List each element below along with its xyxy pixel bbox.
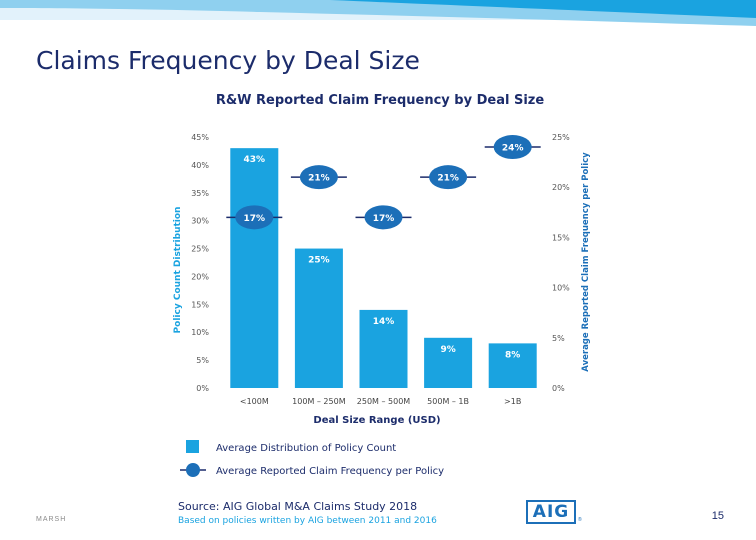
bar-data-labels: 43% 25% 14% 9% 8% <box>244 155 521 360</box>
marker-point <box>493 135 532 160</box>
y2-axis-label: Average Reported Claim Frequency per Pol… <box>581 152 591 372</box>
bar-data-label: 25% <box>308 256 330 266</box>
right-axis-tick-label: 15% <box>552 233 570 242</box>
marker-data-label: 24% <box>502 144 524 154</box>
x-axis-label: Deal Size Range (USD) <box>313 415 440 426</box>
header-wave-band <box>0 0 756 36</box>
left-axis-tick-label: 45% <box>191 133 209 142</box>
page-number: 15 <box>711 510 724 522</box>
aig-registered-mark: ® <box>578 517 582 523</box>
x-axis-tick-label: 500M – 1B <box>427 397 469 406</box>
left-axis-tick-label: 25% <box>191 245 209 254</box>
left-axis-tick-label: 30% <box>191 217 209 226</box>
left-axis-tick-label: 0% <box>196 384 209 393</box>
left-axis-tick-label: 5% <box>196 356 209 365</box>
left-axis-tick-label: 40% <box>191 161 209 170</box>
legend-marker-label: Average Reported Claim Frequency per Pol… <box>216 466 444 477</box>
source-note: Source: AIG Global M&A Claims Study 2018… <box>178 500 437 528</box>
left-axis-ticks: 0% 5% 10% 15% 20% 25% 30% 35% 40% 45% <box>191 133 209 393</box>
aig-logo: AIG <box>526 500 576 524</box>
bar <box>424 337 473 388</box>
legend-bar-swatch <box>186 440 199 453</box>
x-axis-tick-label: 250M – 500M <box>357 397 411 406</box>
bar <box>488 343 537 388</box>
source-line: Source: AIG Global M&A Claims Study 2018 <box>178 500 418 513</box>
marker-data-label: 21% <box>308 174 330 184</box>
x-axis-tick-label: <100M <box>240 397 269 406</box>
marker-point <box>235 205 274 230</box>
right-axis-tick-label: 5% <box>552 334 565 343</box>
right-axis-tick-label: 10% <box>552 284 570 293</box>
bar-data-label: 43% <box>244 155 266 165</box>
left-axis-tick-label: 35% <box>191 189 209 198</box>
right-axis-tick-label: 0% <box>552 384 565 393</box>
chart-title: R&W Reported Claim Frequency by Deal Siz… <box>216 93 545 108</box>
y-axis-label: Policy Count Distribution <box>173 207 183 334</box>
left-axis-tick-label: 20% <box>191 272 209 281</box>
bar <box>230 148 279 388</box>
bar <box>359 309 408 388</box>
marker-data-label: 17% <box>244 214 266 224</box>
marker-data-label: 17% <box>373 214 395 224</box>
marker-point <box>364 205 403 230</box>
frequency-markers: 17% 21% 17% 21% 24% <box>226 135 541 230</box>
marker-point <box>429 165 468 190</box>
bar-data-label: 14% <box>373 317 395 327</box>
x-axis-ticks: <100M 100M – 250M 250M – 500M 500M – 1B >1B <box>240 397 521 406</box>
bar-data-label: 9% <box>440 345 455 355</box>
slide-title: Claims Frequency by Deal Size <box>36 46 420 75</box>
bar-data-label: 8% <box>505 350 520 360</box>
x-axis-tick-label: >1B <box>504 397 521 406</box>
legend-bar-label: Average Distribution of Policy Count <box>216 443 396 454</box>
source-basis-line: Based on policies written by AIG between… <box>178 516 437 526</box>
footer-brand: MARSH <box>36 516 67 523</box>
left-axis-tick-label: 10% <box>191 328 209 337</box>
bar <box>294 248 343 388</box>
right-axis-tick-label: 25% <box>552 133 570 142</box>
right-axis-ticks: 0% 5% 10% 15% 20% 25% <box>552 133 570 393</box>
legend-marker-swatch <box>186 463 200 477</box>
bar-series <box>230 148 537 388</box>
left-axis-tick-label: 15% <box>191 300 209 309</box>
legend: Average Distribution of Policy Count Ave… <box>180 440 444 477</box>
right-axis-tick-label: 20% <box>552 183 570 192</box>
marker-point <box>299 165 338 190</box>
x-axis-tick-label: 100M – 250M <box>292 397 346 406</box>
marker-data-label: 21% <box>437 174 459 184</box>
